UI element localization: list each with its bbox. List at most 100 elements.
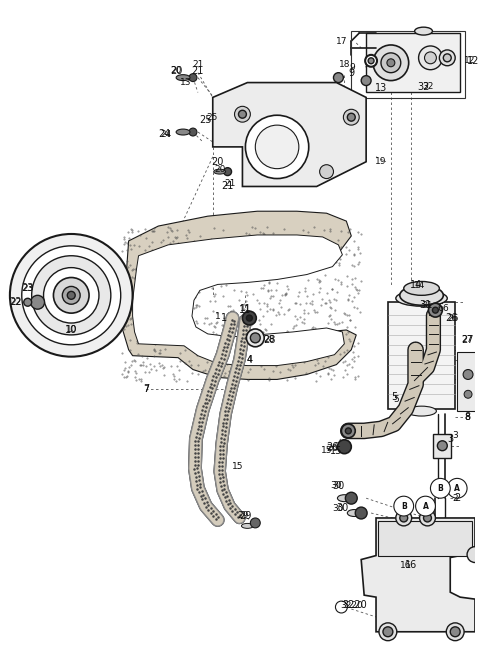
- Text: 14: 14: [409, 280, 422, 290]
- Ellipse shape: [400, 286, 444, 305]
- Ellipse shape: [396, 290, 447, 306]
- Text: 20: 20: [212, 156, 224, 167]
- Circle shape: [447, 479, 467, 498]
- Text: 19: 19: [375, 157, 387, 166]
- Text: 24: 24: [158, 129, 170, 139]
- Bar: [457, 351, 479, 411]
- Circle shape: [345, 428, 351, 434]
- Text: 23: 23: [22, 284, 34, 293]
- Circle shape: [251, 518, 260, 528]
- Text: 6: 6: [443, 304, 448, 313]
- Text: 4: 4: [246, 355, 252, 364]
- Circle shape: [334, 72, 343, 83]
- Circle shape: [450, 627, 460, 637]
- Text: 23: 23: [22, 284, 34, 293]
- Ellipse shape: [214, 169, 226, 174]
- Text: 5: 5: [391, 393, 397, 402]
- Text: 13: 13: [180, 78, 192, 87]
- Circle shape: [437, 441, 447, 451]
- Text: 7: 7: [144, 385, 149, 394]
- Text: A: A: [454, 484, 460, 493]
- Text: 1: 1: [221, 313, 227, 323]
- Circle shape: [373, 45, 408, 81]
- Text: 3: 3: [447, 434, 453, 444]
- Circle shape: [439, 50, 455, 66]
- Circle shape: [345, 492, 357, 504]
- Circle shape: [189, 74, 197, 82]
- Ellipse shape: [415, 27, 432, 35]
- Text: 8: 8: [464, 412, 470, 422]
- Text: 20: 20: [214, 165, 226, 174]
- Text: 8: 8: [464, 413, 470, 422]
- Circle shape: [245, 115, 309, 179]
- Ellipse shape: [404, 282, 439, 295]
- Text: 16: 16: [405, 561, 417, 570]
- Text: 1: 1: [215, 312, 221, 321]
- Text: 26: 26: [326, 441, 339, 452]
- Circle shape: [464, 391, 472, 398]
- Text: 5: 5: [393, 394, 399, 404]
- Text: 13: 13: [375, 83, 387, 93]
- Text: 29: 29: [238, 511, 249, 520]
- Text: 27: 27: [461, 335, 473, 345]
- Bar: [378, 521, 472, 556]
- Text: 26: 26: [445, 313, 457, 323]
- Text: 15: 15: [232, 462, 243, 471]
- Circle shape: [255, 125, 299, 169]
- Ellipse shape: [176, 129, 190, 135]
- Text: 24: 24: [161, 130, 172, 138]
- Circle shape: [67, 291, 75, 299]
- Text: 21: 21: [192, 66, 204, 76]
- Text: 30: 30: [336, 503, 348, 513]
- Text: 29: 29: [239, 511, 252, 521]
- Circle shape: [463, 370, 473, 379]
- Polygon shape: [366, 33, 460, 93]
- Polygon shape: [132, 235, 344, 366]
- Text: B: B: [437, 484, 443, 493]
- Text: 4: 4: [247, 355, 252, 364]
- Circle shape: [429, 303, 443, 317]
- Circle shape: [337, 440, 351, 454]
- Text: 22: 22: [10, 297, 22, 307]
- Text: 22: 22: [10, 298, 22, 306]
- Circle shape: [379, 623, 397, 641]
- Circle shape: [239, 110, 246, 118]
- Text: 28: 28: [264, 335, 275, 344]
- Text: 7: 7: [144, 384, 150, 394]
- Text: 12: 12: [464, 56, 476, 65]
- Text: 32: 32: [422, 82, 433, 91]
- Bar: [433, 434, 451, 458]
- Ellipse shape: [407, 406, 436, 416]
- Text: 31: 31: [420, 300, 432, 310]
- Circle shape: [423, 514, 432, 522]
- Ellipse shape: [176, 74, 190, 81]
- Circle shape: [32, 256, 111, 335]
- Circle shape: [189, 128, 197, 136]
- Circle shape: [235, 106, 251, 122]
- Text: 30: 30: [333, 503, 344, 512]
- Bar: [388, 303, 455, 409]
- Circle shape: [368, 58, 374, 64]
- Text: 6: 6: [437, 303, 444, 313]
- Circle shape: [444, 54, 451, 62]
- Circle shape: [341, 424, 355, 438]
- Circle shape: [31, 295, 45, 309]
- Text: A: A: [422, 501, 429, 511]
- Circle shape: [396, 510, 412, 526]
- Text: 30: 30: [332, 481, 345, 492]
- Text: 21: 21: [192, 60, 204, 69]
- Circle shape: [62, 286, 80, 304]
- Text: 14: 14: [414, 281, 425, 290]
- Bar: [351, 31, 465, 98]
- Circle shape: [246, 329, 264, 347]
- Circle shape: [416, 496, 435, 516]
- Ellipse shape: [348, 510, 361, 516]
- Text: 10: 10: [65, 325, 77, 335]
- Circle shape: [251, 333, 260, 343]
- Circle shape: [44, 267, 99, 323]
- Text: 16: 16: [400, 561, 411, 570]
- Circle shape: [22, 246, 121, 345]
- Polygon shape: [121, 211, 356, 379]
- Text: 31: 31: [422, 301, 433, 310]
- Circle shape: [383, 627, 393, 637]
